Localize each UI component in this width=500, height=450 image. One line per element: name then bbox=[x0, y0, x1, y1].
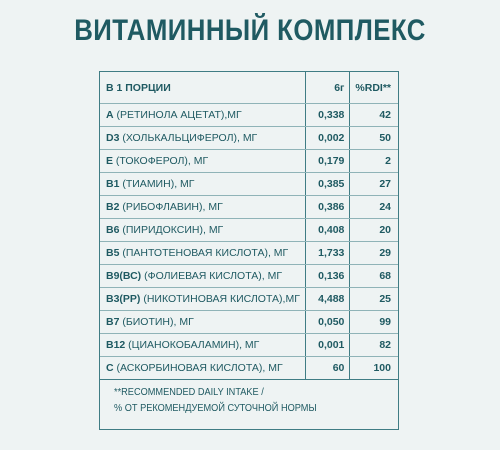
vitamin-name: С (АСКОРБИНОВАЯ КИСЛОТА), МГ bbox=[100, 356, 306, 380]
table-row: В1 (ТИАМИН), МГ 0,385 27 bbox=[100, 172, 398, 196]
vitamin-rdi: 50 bbox=[349, 126, 398, 150]
vitamin-rdi: 42 bbox=[349, 103, 398, 127]
vitamin-description: (ТОКОФЕРОЛ), МГ bbox=[113, 155, 209, 167]
vitamin-description: (АСКОРБИНОВАЯ КИСЛОТА), МГ bbox=[113, 362, 283, 374]
vitamin-description: (ПИРИДОКСИН), МГ bbox=[119, 224, 224, 236]
vitamin-table: В 1 ПОРЦИИ 6г %RDI** А (РЕТИНОЛА АЦЕТАТ)… bbox=[100, 72, 398, 380]
table-row: В2 (РИБОФЛАВИН), МГ 0,386 24 bbox=[100, 195, 398, 219]
vitamin-name: В12 (ЦИАНОКОБАЛАМИН), МГ bbox=[100, 333, 306, 357]
table-row: А (РЕТИНОЛА АЦЕТАТ),МГ 0,338 42 bbox=[100, 103, 398, 127]
vitamin-description: (ПАНТОТЕНОВАЯ КИСЛОТА), МГ bbox=[119, 247, 289, 259]
vitamin-rdi: 2 bbox=[349, 149, 398, 173]
vitamin-code: В1 bbox=[106, 178, 120, 190]
header-rdi: %RDI** bbox=[349, 72, 398, 104]
vitamin-name: В5 (ПАНТОТЕНОВАЯ КИСЛОТА), МГ bbox=[100, 241, 306, 265]
table-row: В12 (ЦИАНОКОБАЛАМИН), МГ 0,001 82 bbox=[100, 333, 398, 357]
table-row: В7 (БИОТИН), МГ 0,050 99 bbox=[100, 310, 398, 334]
vitamin-amount: 0,338 bbox=[305, 103, 351, 127]
vitamin-description: (БИОТИН), МГ bbox=[119, 316, 194, 328]
vitamin-name: E (ТОКОФЕРОЛ), МГ bbox=[100, 149, 306, 173]
vitamin-rdi: 24 bbox=[349, 195, 398, 219]
vitamin-amount: 0,001 bbox=[305, 333, 351, 357]
vitamin-description: (РЕТИНОЛА АЦЕТАТ),МГ bbox=[113, 109, 242, 121]
vitamin-name: В2 (РИБОФЛАВИН), МГ bbox=[100, 195, 306, 219]
vitamin-description: (ХОЛЬКАЛЬЦИФЕРОЛ), МГ bbox=[119, 132, 258, 144]
vitamin-name: В6 (ПИРИДОКСИН), МГ bbox=[100, 218, 306, 242]
footnote: **RECOMMENDED DAILY INTAKE / % ОТ РЕКОМЕ… bbox=[114, 385, 317, 417]
table-row: С (АСКОРБИНОВАЯ КИСЛОТА), МГ 60 100 bbox=[100, 356, 398, 380]
table-row: E (ТОКОФЕРОЛ), МГ 0,179 2 bbox=[100, 149, 398, 173]
vitamin-code: В7 bbox=[106, 316, 120, 328]
vitamin-description: (РИБОФЛАВИН), МГ bbox=[119, 201, 223, 213]
vitamin-code: С bbox=[106, 362, 114, 374]
vitamin-name: В9(ВС) (ФОЛИЕВАЯ КИСЛОТА), МГ bbox=[100, 264, 306, 288]
vitamin-name: D3 (ХОЛЬКАЛЬЦИФЕРОЛ), МГ bbox=[100, 126, 306, 150]
vitamin-rdi: 68 bbox=[349, 264, 398, 288]
vitamin-amount: 4,488 bbox=[305, 287, 351, 311]
vitamin-rdi: 27 bbox=[349, 172, 398, 196]
vitamin-amount: 0,050 bbox=[305, 310, 351, 334]
vitamin-amount: 0,385 bbox=[305, 172, 351, 196]
nutrition-table-card: В 1 ПОРЦИИ 6г %RDI** А (РЕТИНОЛА АЦЕТАТ)… bbox=[99, 71, 399, 430]
vitamin-rdi: 82 bbox=[349, 333, 398, 357]
header-amount: 6г bbox=[305, 72, 351, 104]
vitamin-rdi: 20 bbox=[349, 218, 398, 242]
vitamin-amount: 60 bbox=[305, 356, 351, 380]
table-header-row: В 1 ПОРЦИИ 6г %RDI** bbox=[100, 72, 398, 104]
vitamin-amount: 0,002 bbox=[305, 126, 351, 150]
vitamin-code: А bbox=[106, 109, 114, 121]
footnote-line-2: % ОТ РЕКОМЕНДУЕМОЙ СУТОЧНОЙ НОРМЫ bbox=[114, 403, 317, 414]
vitamin-code: D3 bbox=[106, 132, 120, 144]
table-row: В9(ВС) (ФОЛИЕВАЯ КИСЛОТА), МГ 0,136 68 bbox=[100, 264, 398, 288]
vitamin-code: В3(РР) bbox=[106, 293, 141, 305]
vitamin-amount: 0,408 bbox=[305, 218, 351, 242]
vitamin-code: В12 bbox=[106, 339, 126, 351]
vitamin-amount: 1,733 bbox=[305, 241, 351, 265]
vitamin-rdi: 29 bbox=[349, 241, 398, 265]
vitamin-name: В1 (ТИАМИН), МГ bbox=[100, 172, 306, 196]
table-row: D3 (ХОЛЬКАЛЬЦИФЕРОЛ), МГ 0,002 50 bbox=[100, 126, 398, 150]
vitamin-amount: 0,179 bbox=[305, 149, 351, 173]
table-row: В3(РР) (НИКОТИНОВАЯ КИСЛОТА),МГ 4,488 25 bbox=[100, 287, 398, 311]
vitamin-code: В5 bbox=[106, 247, 120, 259]
vitamin-name: А (РЕТИНОЛА АЦЕТАТ),МГ bbox=[100, 103, 306, 127]
header-portion: В 1 ПОРЦИИ bbox=[100, 72, 306, 104]
table-row: В6 (ПИРИДОКСИН), МГ 0,408 20 bbox=[100, 218, 398, 242]
vitamin-description: (ЦИАНОКОБАЛАМИН), МГ bbox=[125, 339, 260, 351]
vitamin-amount: 0,386 bbox=[305, 195, 351, 219]
vitamin-code: В2 bbox=[106, 201, 120, 213]
vitamin-code: В9(ВС) bbox=[106, 270, 142, 282]
vitamin-amount: 0,136 bbox=[305, 264, 351, 288]
vitamin-description: (НИКОТИНОВАЯ КИСЛОТА),МГ bbox=[140, 293, 300, 305]
footnote-line-1: **RECOMMENDED DAILY INTAKE / bbox=[114, 387, 264, 398]
vitamin-rdi: 99 bbox=[349, 310, 398, 334]
table-row: В5 (ПАНТОТЕНОВАЯ КИСЛОТА), МГ 1,733 29 bbox=[100, 241, 398, 265]
vitamin-rdi: 100 bbox=[349, 356, 398, 380]
vitamin-code: E bbox=[106, 155, 114, 167]
page-title: ВИТАМИННЫЙ КОМПЛЕКС bbox=[74, 14, 426, 47]
vitamin-name: В3(РР) (НИКОТИНОВАЯ КИСЛОТА),МГ bbox=[100, 287, 306, 311]
vitamin-name: В7 (БИОТИН), МГ bbox=[100, 310, 306, 334]
vitamin-code: В6 bbox=[106, 224, 120, 236]
vitamin-description: (ФОЛИЕВАЯ КИСЛОТА), МГ bbox=[141, 270, 283, 282]
vitamin-description: (ТИАМИН), МГ bbox=[119, 178, 195, 190]
vitamin-rdi: 25 bbox=[349, 287, 398, 311]
